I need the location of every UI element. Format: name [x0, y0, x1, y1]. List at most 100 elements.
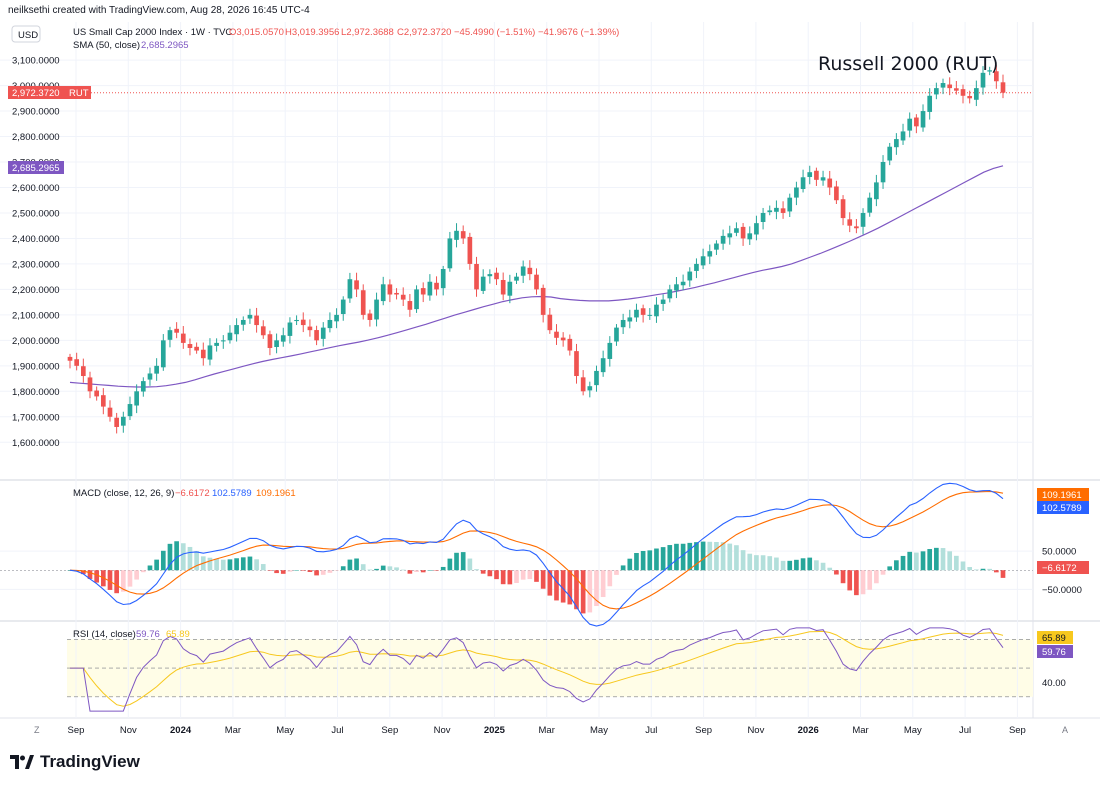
candle-body: [847, 219, 853, 226]
candle-body: [620, 319, 626, 328]
candle-body: [347, 279, 353, 299]
candle-body: [107, 407, 113, 417]
macd-hist-bar: [867, 570, 873, 590]
candle-body: [560, 337, 566, 341]
macd-hist-bar: [674, 543, 679, 571]
rsi-legend-label[interactable]: RSI (14, close): [73, 629, 136, 640]
candle-body: [600, 358, 606, 373]
macd-hist-bar: [214, 558, 219, 571]
currency-button[interactable]: [11, 25, 41, 43]
macd-hist-bar: [500, 570, 506, 585]
macd-hist-bar: [80, 570, 86, 575]
rsi-tick-label: 40.00: [1042, 678, 1066, 689]
macd-hist-bar: [1000, 570, 1006, 578]
candle-body: [680, 281, 686, 286]
auto-scale-icon[interactable]: A: [1062, 725, 1068, 735]
macd-hist-bar: [427, 570, 433, 571]
ohlc-close: C2,972.3720: [397, 27, 451, 38]
time-tick-label: Sep: [381, 725, 398, 736]
candle-body: [227, 332, 233, 341]
macd-hist-bar: [560, 570, 566, 603]
macd-hist-bar: [567, 570, 573, 605]
candle-body: [114, 417, 119, 427]
candle-body: [487, 274, 493, 277]
candle-body: [987, 70, 993, 72]
macd-tag-value: 102.5789: [1042, 503, 1082, 514]
macd-hist-bar: [680, 543, 686, 571]
macd-hist-bar: [714, 541, 719, 571]
candle-body: [454, 230, 459, 240]
macd-hist-bar: [267, 570, 273, 571]
macd-tick-label: −50.0000: [1042, 585, 1082, 596]
rsi-line: [70, 627, 1004, 712]
candle-body: [327, 319, 333, 329]
price-tag-symbol: RUT: [69, 88, 89, 99]
candle-body: [480, 276, 486, 291]
macd-tick-label: 50.0000: [1042, 547, 1076, 558]
macd-hist-bar: [687, 542, 693, 571]
macd-hist-bar: [467, 558, 473, 571]
macd-hist-bar: [920, 551, 926, 571]
macd-hist-bar: [847, 570, 853, 591]
macd-legend-macd: 102.5789: [212, 488, 252, 499]
macd-hist-bar: [394, 567, 399, 571]
macd-hist-bar: [734, 545, 739, 571]
candle-body: [127, 404, 133, 417]
candle-body: [180, 333, 186, 343]
candle-body: [367, 313, 373, 320]
candle-body: [780, 208, 786, 213]
macd-hist-bar: [380, 565, 386, 571]
candle-body: [407, 301, 413, 310]
candle-body: [507, 281, 513, 296]
macd-hist-bar: [140, 570, 146, 573]
rsi-legend-ma: 65.89: [166, 629, 190, 640]
candle-body: [214, 342, 219, 346]
timezone-icon[interactable]: Z: [34, 725, 40, 735]
candle-body: [734, 228, 739, 233]
candle-body: [667, 289, 673, 299]
price-tick-label: 2,500.0000: [12, 208, 60, 219]
macd-hist-bar: [967, 567, 973, 571]
candle-body: [874, 182, 879, 200]
macd-hist-bar: [374, 568, 379, 571]
candle-body: [147, 373, 153, 380]
candle-body: [167, 330, 173, 340]
macd-hist-bar: [894, 560, 899, 571]
sma-tag: [8, 161, 64, 174]
tradingview-wordmark: TradingView: [40, 752, 140, 771]
macd-hist-bar: [547, 570, 553, 596]
candle-body: [714, 243, 719, 250]
price-tick-label: 2,400.0000: [12, 234, 60, 245]
macd-hist-bar: [154, 559, 159, 571]
macd-hist-bar: [440, 566, 446, 571]
macd-hist-bar: [167, 543, 173, 571]
macd-hist-bar: [494, 570, 499, 580]
macd-hist-bar: [280, 570, 286, 574]
tradingview-logo[interactable]: TradingView: [10, 752, 140, 772]
macd-hist-bar: [160, 550, 166, 571]
hist-tag-value: −6.6172: [1042, 563, 1077, 574]
time-tick-label: Jul: [959, 725, 971, 736]
macd-legend-label[interactable]: MACD (close, 12, 26, 9): [73, 488, 174, 499]
candle-body: [300, 319, 306, 326]
candle-body: [674, 284, 679, 291]
candle-body: [394, 292, 399, 295]
symbol-title[interactable]: US Small Cap 2000 Index · 1W · TVC: [73, 27, 232, 38]
candle-body: [880, 162, 886, 183]
candle-body: [154, 365, 159, 374]
time-tick-label: May: [904, 725, 922, 736]
candle-body: [314, 330, 319, 341]
candle-body: [727, 233, 733, 238]
candle-body: [567, 338, 573, 351]
macd-hist-bar: [694, 542, 699, 571]
candle-body: [120, 416, 126, 426]
candle-body: [187, 344, 193, 348]
macd-hist-bar: [927, 549, 933, 571]
macd-hist-bar: [514, 570, 519, 584]
macd-hist-bar: [234, 558, 239, 571]
macd-hist-bar: [527, 570, 533, 580]
time-tick-label: May: [590, 725, 608, 736]
sma-legend-label[interactable]: SMA (50, close): [73, 40, 140, 51]
macd-hist-bar: [727, 543, 733, 571]
